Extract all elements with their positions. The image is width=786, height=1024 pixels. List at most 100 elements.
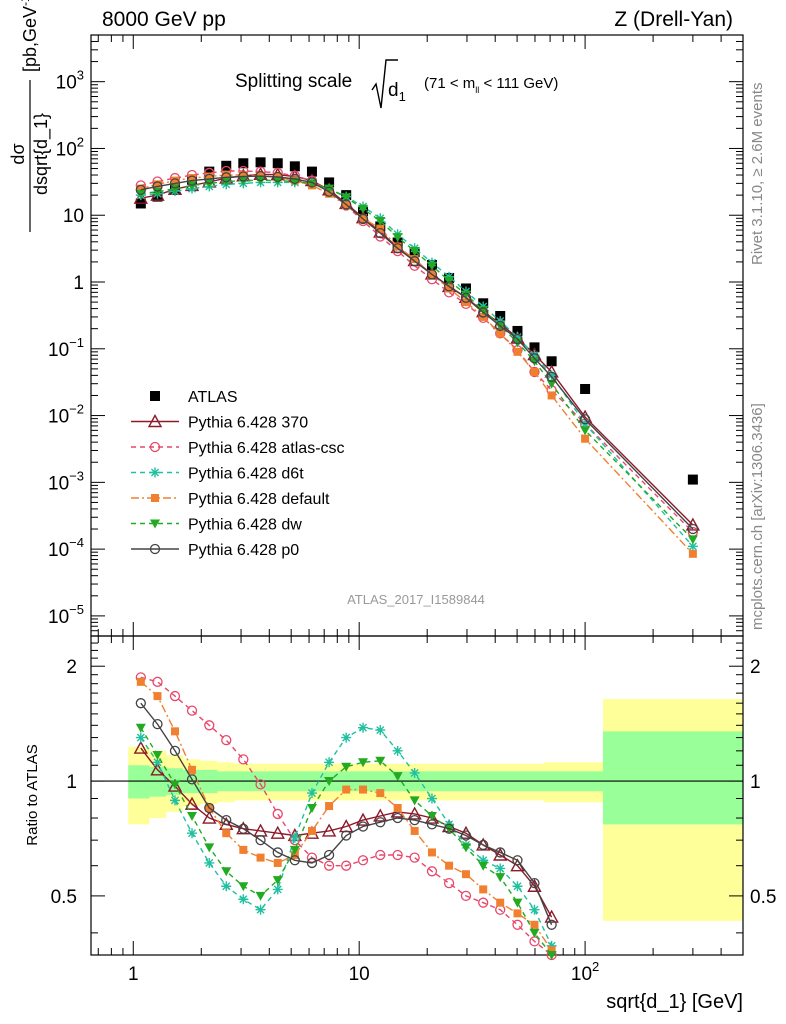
legend-label: Pythia 6.428 p0 bbox=[188, 542, 299, 559]
ratio-xtick-exp: 2 bbox=[592, 959, 599, 974]
ratio-data-point bbox=[290, 851, 299, 860]
main-data-point bbox=[444, 276, 455, 286]
ratio-data-point bbox=[409, 796, 420, 806]
legend-label: Pythia 6.428 dw bbox=[188, 517, 302, 534]
ratio-data-point bbox=[357, 855, 369, 866]
ratio-data-point bbox=[495, 847, 506, 858]
legend: ATLAS Pythia 6.428 370 Pythia 6.428 atlas-… bbox=[131, 389, 345, 559]
legend-label: Pythia 6.428 d6t bbox=[188, 466, 304, 483]
svg-text:Splitting scale: Splitting scale bbox=[235, 71, 352, 92]
svg-text:d1: d1 bbox=[388, 80, 406, 104]
ratio-data-point bbox=[376, 789, 385, 798]
ratio-data-point bbox=[238, 882, 249, 892]
main-ytick-label: 102 bbox=[56, 134, 84, 160]
ratio-data-point bbox=[547, 946, 556, 955]
main-ytick-label: 103 bbox=[56, 68, 84, 94]
title-range-end: < 111 GeV) bbox=[479, 75, 558, 92]
ratio-data-point bbox=[358, 722, 369, 733]
main-data-point bbox=[238, 171, 249, 182]
ratio-data-point bbox=[478, 839, 489, 851]
ratio-data-point bbox=[357, 821, 369, 832]
ratio-data-point bbox=[222, 829, 231, 838]
watermark: ATLAS_2017_I1589844 bbox=[347, 592, 485, 607]
ratio-data-point bbox=[221, 881, 232, 892]
ratio-data-point bbox=[478, 855, 489, 866]
legend-entry: Pythia 6.428 370 bbox=[131, 414, 308, 432]
main-data-point bbox=[687, 474, 698, 485]
main-series-5 bbox=[135, 176, 698, 545]
ratio-data-point bbox=[272, 847, 283, 858]
ratio-data-point bbox=[479, 885, 488, 894]
ratio-data-point bbox=[409, 767, 420, 778]
main-series-0 bbox=[135, 157, 698, 485]
title-main: Splitting scale bbox=[235, 71, 352, 92]
ratio-data-point bbox=[170, 727, 179, 736]
legend-entry: Pythia 6.428 atlas-csc bbox=[131, 440, 345, 457]
ylabel-unit: [pb,GeV bbox=[20, 6, 40, 72]
ratio-data-point bbox=[204, 857, 215, 868]
ratio-data-point bbox=[188, 765, 197, 774]
sqrt-icon bbox=[371, 59, 398, 109]
ratio-series-line bbox=[140, 681, 553, 951]
ratio-data-point bbox=[392, 772, 403, 782]
ratio-data-point bbox=[460, 890, 472, 902]
ratio-data-point bbox=[443, 823, 455, 834]
ratio-data-point bbox=[255, 891, 266, 901]
main-data-point bbox=[580, 383, 591, 394]
main-data-point bbox=[460, 292, 472, 303]
ratio-data-point bbox=[409, 852, 420, 863]
ratio-data-point bbox=[529, 928, 540, 938]
ratio-ytick-label: 1 bbox=[66, 772, 77, 793]
ratio-data-point bbox=[527, 878, 542, 892]
main-data-point bbox=[393, 242, 402, 251]
ratio-data-point bbox=[169, 690, 181, 702]
ratio-ytick-label-right: 2 bbox=[750, 657, 761, 678]
ratio-data-point bbox=[186, 774, 198, 785]
ratio-plot: 0.5 0.51 12 21 10 102 bbox=[51, 635, 776, 985]
ratio-data-point bbox=[512, 855, 523, 866]
main-series-line bbox=[140, 175, 694, 530]
legend-label: Pythia 6.428 370 bbox=[188, 415, 308, 432]
ratio-data-point bbox=[272, 808, 283, 820]
ratio-data-point bbox=[529, 904, 540, 915]
legend-marker bbox=[151, 494, 159, 502]
ratio-data-point bbox=[289, 845, 300, 855]
ratio-data-point bbox=[186, 705, 198, 716]
ratio-data-point bbox=[323, 849, 335, 861]
ratio-data-point bbox=[153, 692, 162, 701]
legend-entry: Pythia 6.428 p0 bbox=[131, 542, 299, 559]
main-ytick-base: 10 bbox=[48, 407, 69, 428]
main-data-point bbox=[392, 233, 403, 243]
ratio-data-point bbox=[289, 832, 300, 843]
ratio-data-point bbox=[460, 843, 471, 853]
main-data-point bbox=[255, 157, 266, 168]
header-right: Z (Drell-Yan) bbox=[614, 8, 733, 31]
main-data-point bbox=[358, 204, 369, 214]
legend-entry: Pythia 6.428 d6t bbox=[131, 466, 304, 483]
main-data-point bbox=[272, 171, 283, 183]
main-data-point bbox=[546, 356, 557, 367]
ratio-data-point bbox=[273, 858, 282, 867]
svg-text:[pb,GeV-1]: [pb,GeV-1] bbox=[18, 0, 40, 72]
main-data-point bbox=[153, 180, 162, 189]
ratio-ytick-label: 2 bbox=[66, 657, 77, 678]
legend-marker bbox=[149, 543, 161, 555]
main-data-point bbox=[323, 186, 335, 197]
ratio-data-point bbox=[512, 898, 523, 908]
main-data-point bbox=[512, 338, 523, 348]
main-ytick-exp: −2 bbox=[69, 402, 84, 417]
main-ytick-base: 10 bbox=[56, 73, 77, 94]
main-ytick-base: 10 bbox=[48, 473, 69, 494]
ratio-data-point bbox=[358, 758, 369, 768]
legend-marker bbox=[150, 391, 160, 401]
main-data-point bbox=[529, 366, 540, 378]
main-data-point bbox=[687, 541, 698, 552]
ratio-data-point bbox=[324, 777, 335, 787]
ratio-data-point bbox=[239, 845, 248, 854]
main-data-point bbox=[496, 329, 505, 338]
ratio-data-point bbox=[341, 830, 352, 841]
rivet-label: Rivet 3.1.10, ≥ 2.6M events bbox=[749, 83, 766, 266]
ratio-xtick-label: 10 bbox=[349, 964, 370, 985]
ratio-data-point bbox=[512, 919, 523, 930]
